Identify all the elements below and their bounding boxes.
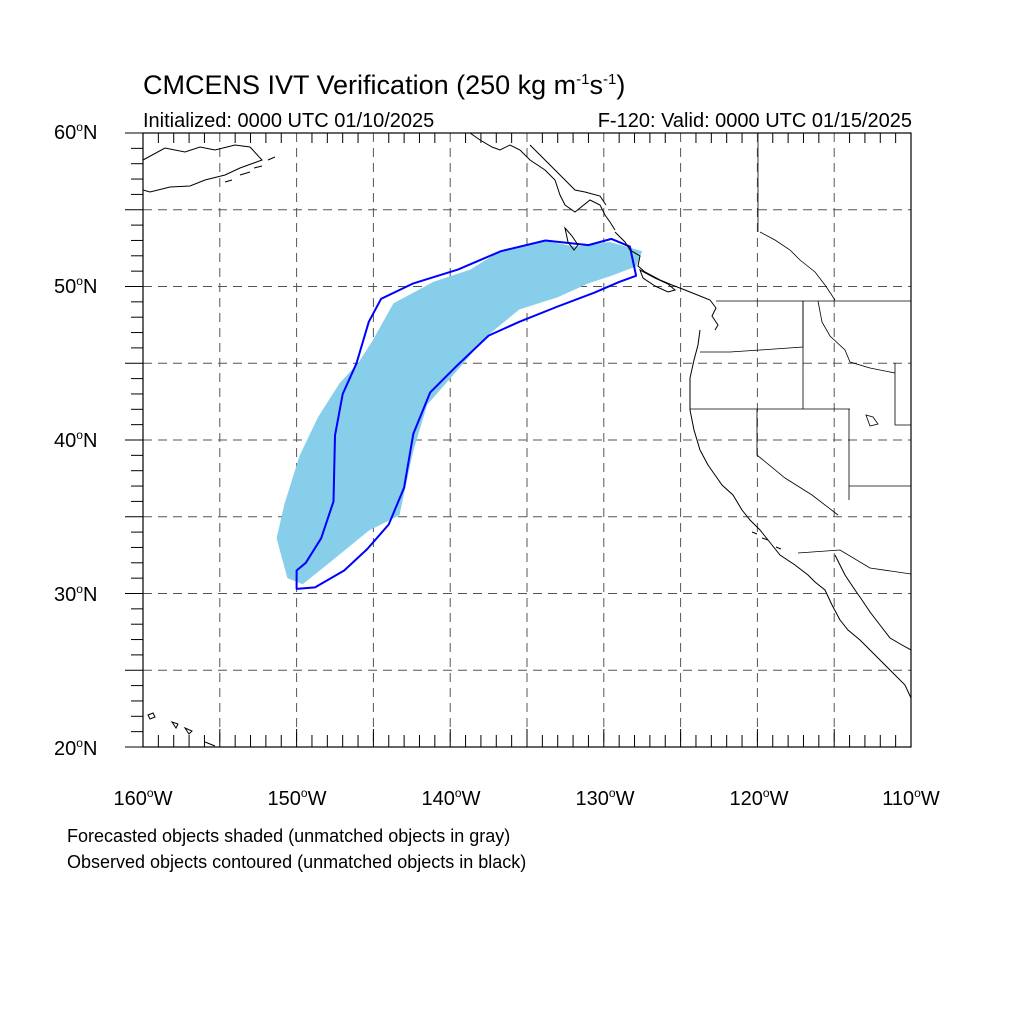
axis-ticks	[125, 132, 912, 748]
great-salt-lake	[865, 414, 879, 427]
map-title: CMCENS IVT Verification (250 kg m-1s-1)	[143, 70, 625, 101]
idaho-border	[802, 300, 896, 409]
lon-label-160: 160oW	[113, 786, 173, 810]
lat-label-20: 20oN	[54, 736, 98, 760]
init-time-label: Initialized: 0000 UTC 01/10/2025	[143, 110, 435, 132]
lon-label-120: 120oW	[729, 786, 789, 810]
utah-wyoming-border	[894, 363, 911, 426]
coastlines	[143, 133, 911, 747]
title-exponent-1: -1	[576, 71, 590, 88]
lon-label-140: 140oW	[421, 786, 481, 810]
graticule	[143, 133, 911, 747]
title-exponent-2: -1	[603, 71, 617, 88]
bc-coast	[614, 231, 719, 331]
baja-east-coast	[834, 554, 911, 651]
political-boundaries	[690, 133, 911, 575]
interior-alaska-border	[759, 231, 836, 301]
title-mid: s	[589, 70, 604, 100]
valid-time-label: F-120: Valid: 0000 UTC 01/15/2025	[597, 110, 912, 132]
lon-label-150: 150oW	[267, 786, 327, 810]
lat-label-60: 60oN	[54, 120, 98, 144]
lon-label-130: 130oW	[575, 786, 635, 810]
alaska-panhandle	[529, 144, 607, 206]
aleutian-islands	[224, 156, 276, 183]
observed-legend-note: Observed objects contoured (unmatched ob…	[67, 852, 527, 872]
hawaii-islands	[147, 712, 216, 747]
lat-label-30: 30oN	[54, 582, 98, 606]
lon-label-110: 110oW	[882, 786, 940, 810]
title-prefix: CMCENS IVT Verification (250 kg m	[143, 70, 577, 100]
observed-ivt-contour	[295, 237, 638, 590]
haida-gwaii	[564, 226, 579, 251]
california-nevada-border	[756, 409, 839, 516]
us-mexico-border	[797, 549, 911, 575]
lat-label-50: 50oN	[54, 274, 98, 298]
vancouver-island	[639, 268, 677, 293]
alaska-south-coast	[469, 133, 616, 231]
forecast-ivt-object	[276, 240, 643, 585]
forecast-legend-note: Forecasted objects shaded (unmatched obj…	[67, 826, 511, 846]
channel-islands	[751, 531, 782, 550]
lat-label-40: 40oN	[54, 428, 98, 452]
alaska-coast	[143, 144, 263, 193]
us-west-coast	[689, 329, 911, 699]
title-suffix: )	[616, 70, 626, 100]
